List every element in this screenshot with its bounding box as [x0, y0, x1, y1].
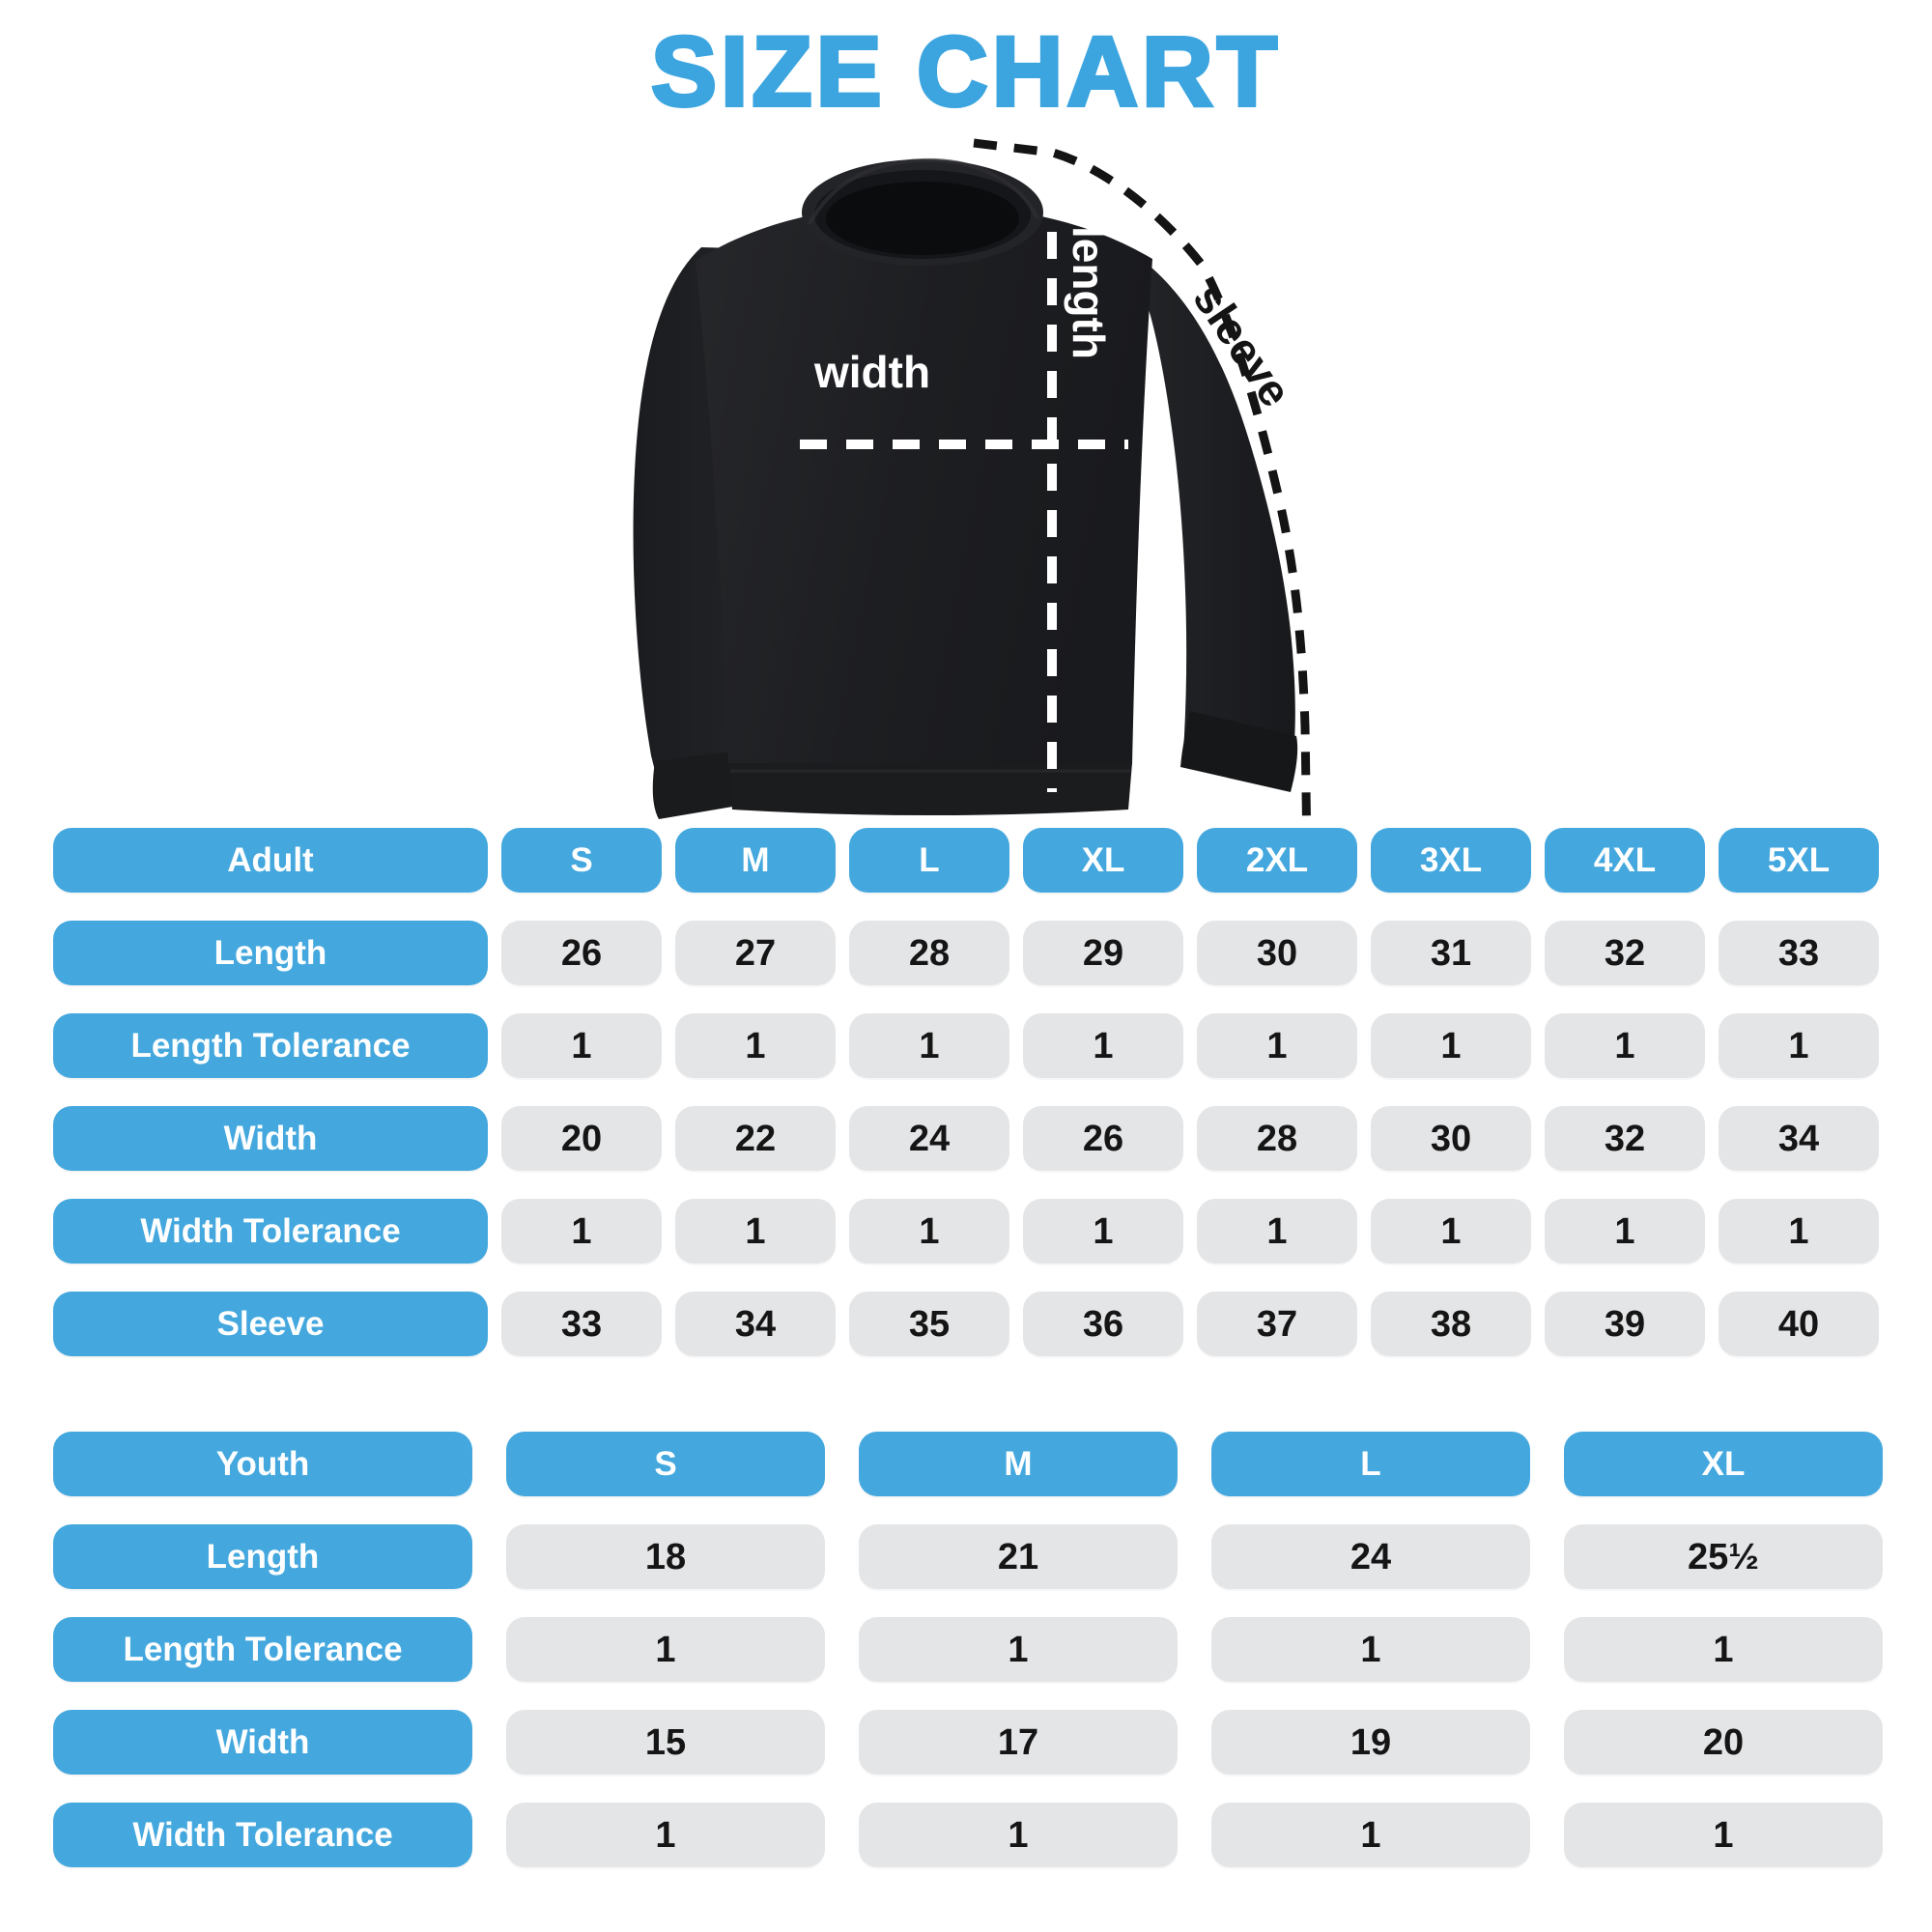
adult-widthtol-s: 1 — [501, 1199, 662, 1264]
adult-col-4xl: 4XL — [1545, 828, 1705, 893]
adult-widthtol-5xl: 1 — [1719, 1199, 1879, 1264]
youth-length-s: 18 — [506, 1524, 825, 1589]
adult-row-label-sleeve: Sleeve — [53, 1292, 488, 1356]
right-cuff — [1180, 711, 1298, 792]
width-label: width — [814, 347, 931, 397]
adult-lengthtol-m: 1 — [675, 1013, 836, 1078]
adult-length-xl: 29 — [1023, 921, 1183, 985]
adult-row-label-length: Length — [53, 921, 488, 985]
adult-size-table: Adult S M L XL 2XL 3XL 4XL 5XL Length 26… — [53, 828, 1879, 1356]
youth-width-xl: 20 — [1564, 1710, 1883, 1775]
adult-widthtol-2xl: 1 — [1197, 1199, 1357, 1264]
youth-widthtol-m: 1 — [859, 1803, 1178, 1867]
youth-row-label-length-tolerance: Length Tolerance — [53, 1617, 472, 1682]
adult-width-4xl: 32 — [1545, 1106, 1705, 1171]
adult-col-5xl: 5XL — [1719, 828, 1879, 893]
youth-col-xl: XL — [1564, 1432, 1883, 1496]
youth-lengthtol-xl: 1 — [1564, 1617, 1883, 1682]
adult-lengthtol-l: 1 — [849, 1013, 1009, 1078]
adult-col-2xl: 2XL — [1197, 828, 1357, 893]
youth-length-l: 24 — [1211, 1524, 1530, 1589]
adult-table-header: Adult — [53, 828, 488, 893]
adult-sleeve-2xl: 37 — [1197, 1292, 1357, 1356]
adult-sleeve-3xl: 38 — [1371, 1292, 1531, 1356]
adult-length-l: 28 — [849, 921, 1009, 985]
adult-row-label-width-tolerance: Width Tolerance — [53, 1199, 488, 1264]
youth-col-s: S — [506, 1432, 825, 1496]
collar-inner — [826, 182, 1019, 255]
adult-width-5xl: 34 — [1719, 1106, 1879, 1171]
adult-sleeve-s: 33 — [501, 1292, 662, 1356]
adult-lengthtol-s: 1 — [501, 1013, 662, 1078]
sleeve-measure-line — [973, 138, 1312, 853]
youth-widthtol-l: 1 — [1211, 1803, 1530, 1867]
adult-length-2xl: 30 — [1197, 921, 1357, 985]
youth-size-table: Youth S M L XL Length 18 21 24 25½ Lengt… — [53, 1432, 1883, 1867]
adult-width-l: 24 — [849, 1106, 1009, 1171]
adult-widthtol-m: 1 — [675, 1199, 836, 1264]
adult-col-l: L — [849, 828, 1009, 893]
youth-row-label-width: Width — [53, 1710, 472, 1775]
adult-col-m: M — [675, 828, 836, 893]
adult-length-m: 27 — [675, 921, 836, 985]
youth-lengthtol-m: 1 — [859, 1617, 1178, 1682]
sweatshirt-diagram — [541, 126, 1352, 869]
page-title: SIZE CHART — [649, 14, 1281, 128]
adult-sleeve-l: 35 — [849, 1292, 1009, 1356]
length-label: length — [1064, 226, 1114, 359]
youth-table-header: Youth — [53, 1432, 472, 1496]
adult-length-5xl: 33 — [1719, 921, 1879, 985]
adult-sleeve-xl: 36 — [1023, 1292, 1183, 1356]
shirt-body — [696, 205, 1152, 765]
right-sleeve — [1121, 245, 1295, 790]
adult-width-xl: 26 — [1023, 1106, 1183, 1171]
adult-lengthtol-4xl: 1 — [1545, 1013, 1705, 1078]
adult-lengthtol-2xl: 1 — [1197, 1013, 1357, 1078]
adult-length-s: 26 — [501, 921, 662, 985]
adult-row-label-width: Width — [53, 1106, 488, 1171]
adult-length-4xl: 32 — [1545, 921, 1705, 985]
adult-widthtol-l: 1 — [849, 1199, 1009, 1264]
adult-length-3xl: 31 — [1371, 921, 1531, 985]
youth-col-l: L — [1211, 1432, 1530, 1496]
youth-widthtol-s: 1 — [506, 1803, 825, 1867]
youth-length-xl: 25½ — [1564, 1524, 1883, 1589]
adult-lengthtol-3xl: 1 — [1371, 1013, 1531, 1078]
adult-width-2xl: 28 — [1197, 1106, 1357, 1171]
adult-widthtol-4xl: 1 — [1545, 1199, 1705, 1264]
adult-lengthtol-xl: 1 — [1023, 1013, 1183, 1078]
adult-col-xl: XL — [1023, 828, 1183, 893]
adult-widthtol-xl: 1 — [1023, 1199, 1183, 1264]
youth-width-l: 19 — [1211, 1710, 1530, 1775]
adult-widthtol-3xl: 1 — [1371, 1199, 1531, 1264]
adult-width-m: 22 — [675, 1106, 836, 1171]
hem-band — [728, 763, 1132, 815]
sweatshirt-graphic — [633, 138, 1312, 853]
adult-width-3xl: 30 — [1371, 1106, 1531, 1171]
adult-col-3xl: 3XL — [1371, 828, 1531, 893]
youth-width-m: 17 — [859, 1710, 1178, 1775]
youth-col-m: M — [859, 1432, 1178, 1496]
youth-width-s: 15 — [506, 1710, 825, 1775]
adult-sleeve-5xl: 40 — [1719, 1292, 1879, 1356]
adult-row-label-length-tolerance: Length Tolerance — [53, 1013, 488, 1078]
youth-widthtol-xl: 1 — [1564, 1803, 1883, 1867]
youth-length-m: 21 — [859, 1524, 1178, 1589]
collar-highlight — [808, 157, 1039, 225]
youth-row-label-length: Length — [53, 1524, 472, 1589]
adult-sleeve-4xl: 39 — [1545, 1292, 1705, 1356]
adult-width-s: 20 — [501, 1106, 662, 1171]
adult-lengthtol-5xl: 1 — [1719, 1013, 1879, 1078]
youth-lengthtol-l: 1 — [1211, 1617, 1530, 1682]
youth-lengthtol-s: 1 — [506, 1617, 825, 1682]
youth-row-label-width-tolerance: Width Tolerance — [53, 1803, 472, 1867]
adult-sleeve-m: 34 — [675, 1292, 836, 1356]
adult-col-s: S — [501, 828, 662, 893]
